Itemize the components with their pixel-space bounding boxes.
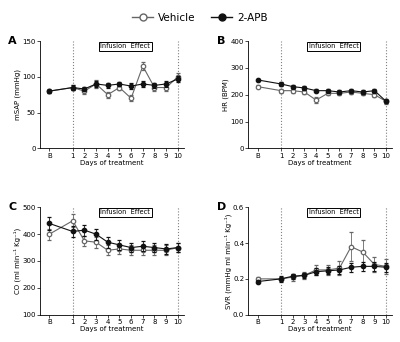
Text: Infusion  Effect: Infusion Effect — [100, 43, 150, 49]
X-axis label: Days of treatment: Days of treatment — [288, 326, 352, 332]
Text: D: D — [217, 202, 226, 212]
X-axis label: Days of treatment: Days of treatment — [80, 326, 144, 332]
Text: B: B — [217, 36, 225, 46]
Text: Infusion  Effect: Infusion Effect — [309, 43, 358, 49]
Y-axis label: HR (BPM): HR (BPM) — [223, 78, 229, 111]
Y-axis label: mSAP (mmHg): mSAP (mmHg) — [14, 69, 21, 120]
Y-axis label: SVR (mmHg ml min⁻¹ Kg⁻¹): SVR (mmHg ml min⁻¹ Kg⁻¹) — [224, 213, 232, 309]
X-axis label: Days of treatment: Days of treatment — [80, 160, 144, 166]
Y-axis label: CO (ml min⁻¹ Kg⁻¹): CO (ml min⁻¹ Kg⁻¹) — [14, 228, 21, 294]
Legend: Vehicle, 2-APB: Vehicle, 2-APB — [128, 9, 272, 27]
Text: Infusion  Effect: Infusion Effect — [309, 210, 358, 215]
Text: A: A — [8, 36, 17, 46]
X-axis label: Days of treatment: Days of treatment — [288, 160, 352, 166]
Text: C: C — [8, 202, 16, 212]
Text: Infusion  Effect: Infusion Effect — [100, 210, 150, 215]
